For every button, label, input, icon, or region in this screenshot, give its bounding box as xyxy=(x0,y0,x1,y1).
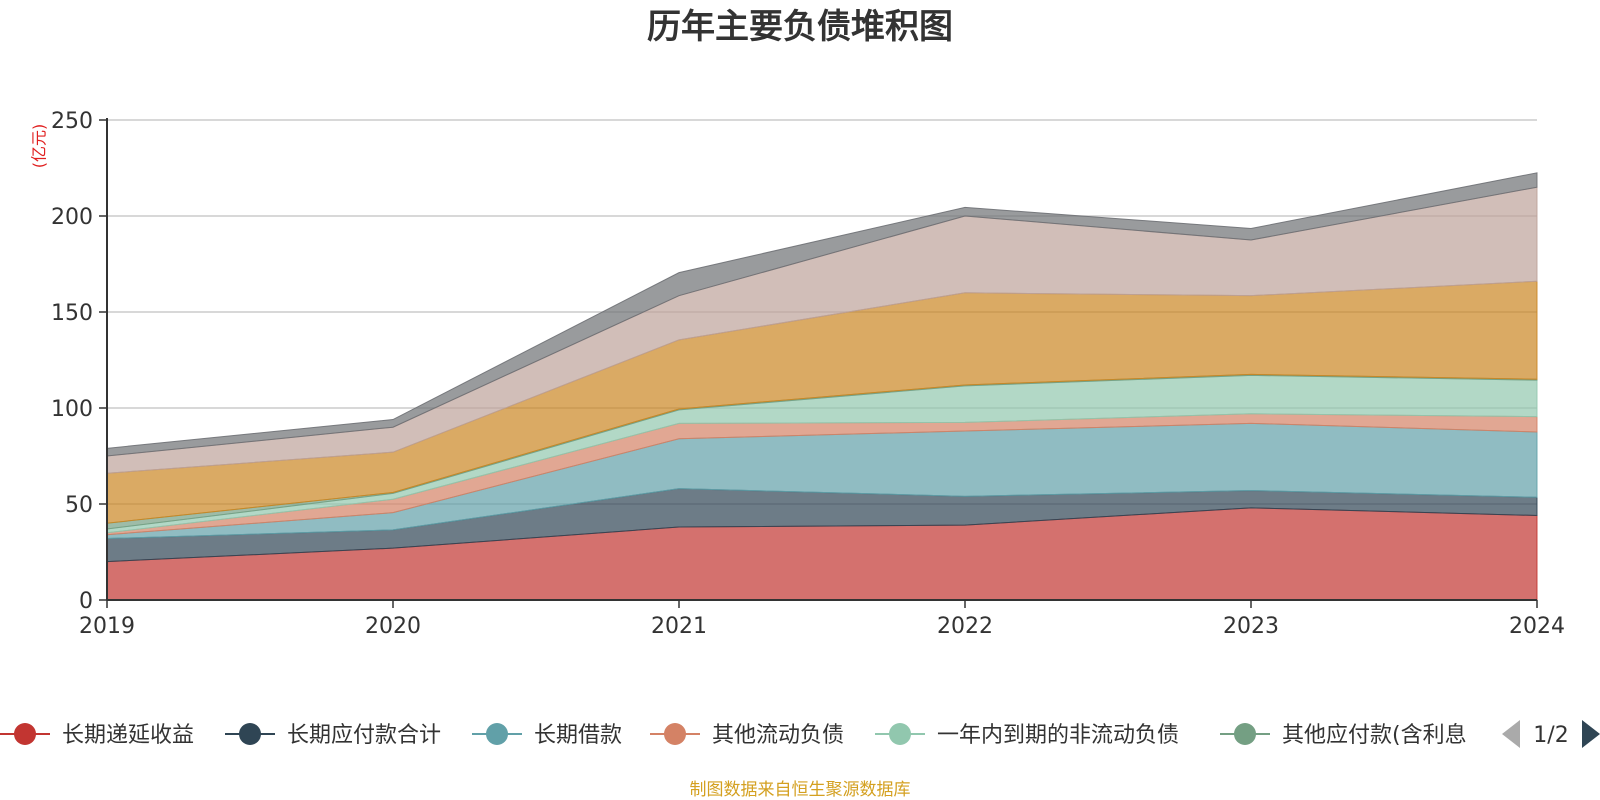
y-tick-label: 100 xyxy=(51,397,93,422)
x-tick-label: 2024 xyxy=(1509,614,1565,639)
x-tick-label: 2020 xyxy=(365,614,421,639)
legend-label: 其他流动负债 xyxy=(712,723,844,748)
legend-marker xyxy=(889,723,911,745)
legend-item[interactable]: 长期借款 xyxy=(472,723,622,748)
legend-label: 长期应付款合计 xyxy=(287,723,441,748)
legend-page-indicator: 1/2 xyxy=(1533,723,1568,748)
legend-item[interactable]: 其他流动负债 xyxy=(650,723,844,748)
chart-title: 历年主要负债堆积图 xyxy=(647,7,953,47)
y-tick-label: 150 xyxy=(51,301,93,326)
data-source-note: 制图数据来自恒生聚源数据库 xyxy=(690,780,911,800)
legend-label: 一年内到期的非流动负债 xyxy=(937,723,1179,748)
y-tick-label: 0 xyxy=(79,589,93,614)
legend-item[interactable]: 长期应付款合计 xyxy=(225,723,441,748)
legend-label: 长期借款 xyxy=(534,723,622,748)
legend-item[interactable]: 长期递延收益 xyxy=(0,723,194,748)
legend-item[interactable]: 其他应付款(含利息 xyxy=(1220,723,1467,748)
x-tick-label: 2021 xyxy=(651,614,707,639)
legend-marker xyxy=(239,723,261,745)
legend-marker xyxy=(664,723,686,745)
legend-marker xyxy=(1234,723,1256,745)
axes: 0 50 100 150 200 250 2019 2020 2021 2022 2023 2024 xyxy=(51,109,1565,639)
x-tick-label: 2023 xyxy=(1223,614,1279,639)
area-series-group xyxy=(106,172,1538,601)
y-tick-label: 200 xyxy=(51,205,93,230)
x-tick-label: 2022 xyxy=(937,614,993,639)
legend-prev-arrow-icon[interactable] xyxy=(1502,720,1520,748)
legend-item[interactable]: 一年内到期的非流动负债 xyxy=(875,723,1179,748)
legend-marker xyxy=(14,723,36,745)
x-tick-label: 2019 xyxy=(79,614,135,639)
area-unlabeled-9 xyxy=(106,172,1538,457)
legend-marker xyxy=(486,723,508,745)
y-tick-label: 50 xyxy=(65,493,93,518)
legend: 长期递延收益 长期应付款合计 长期借款 其他流动负债 一年内到期的非流动负债 其他应付款(… xyxy=(0,720,1600,748)
legend-next-arrow-icon[interactable] xyxy=(1582,720,1600,748)
y-axis-unit-label: (亿元) xyxy=(30,124,49,169)
legend-label: 长期递延收益 xyxy=(62,723,194,748)
legend-pager: 1/2 xyxy=(1502,720,1600,748)
y-tick-label: 250 xyxy=(51,109,93,134)
legend-label: 其他应付款(含利息 xyxy=(1282,723,1467,748)
